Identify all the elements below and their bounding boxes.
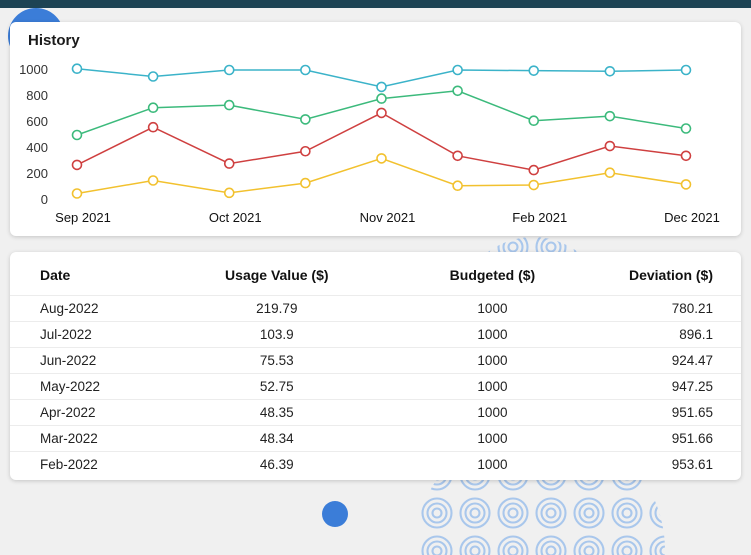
cell-date: Jul-2022: [40, 327, 92, 342]
cell-usage-value: 46.39: [259, 457, 294, 472]
series-yellow-point: [604, 167, 616, 178]
usage-table-card: Date Usage Value ($) Budgeted ($) Deviat…: [10, 252, 741, 480]
series-green-point: [71, 129, 83, 141]
cell-date: Jun-2022: [40, 353, 97, 368]
series-cyan-point: [376, 81, 387, 93]
series-red-point: [376, 107, 387, 119]
cell-date: Apr-2022: [40, 405, 96, 420]
cell-budgeted: 1000: [477, 379, 508, 394]
history-title: History: [28, 32, 80, 49]
cell-usage-value: 219.79: [256, 301, 298, 316]
table-row: Feb-2022 46.39 1000 953.61: [10, 452, 741, 478]
cell-usage-value: 48.34: [259, 431, 294, 446]
series-green-point: [147, 102, 159, 114]
cell-budgeted: 1000: [477, 327, 508, 342]
table-row: Jul-2022 103.9 1000 896.1: [10, 322, 741, 348]
x-axis-tick-label: Dec 2021: [664, 210, 720, 225]
cell-deviation: 951.65: [671, 405, 713, 420]
history-card: History 0 200 400 600 800 1000 Sep 2021 Oct 202…: [10, 22, 741, 236]
series-cyan-point: [680, 64, 692, 76]
series-green-point: [528, 115, 540, 126]
cell-deviation: 953.61: [671, 457, 713, 472]
table-row: May-2022 52.75 1000 947.25: [10, 374, 741, 400]
cell-usage-value: 48.35: [259, 405, 294, 420]
series-yellow-point: [376, 153, 387, 164]
column-header-deviation: Deviation ($): [628, 267, 713, 283]
series-yellow-point: [223, 187, 235, 199]
series-cyan-point: [528, 65, 540, 76]
y-axis-tick-label: 0: [41, 192, 48, 207]
cell-usage-value: 75.53: [259, 353, 294, 368]
cell-budgeted: 1000: [477, 301, 508, 316]
y-axis-tick-label: 400: [26, 140, 48, 155]
column-header-date: Date: [40, 267, 71, 283]
decorative-circle-bottom: [322, 501, 348, 527]
y-axis-tick-label: 800: [26, 88, 48, 103]
series-red-point: [680, 150, 692, 162]
series-green-point: [680, 123, 692, 134]
top-accent-bar: [0, 0, 751, 8]
series-yellow-point: [71, 188, 83, 199]
series-red-point: [452, 150, 463, 162]
column-header-usage-value: Usage Value ($): [225, 267, 329, 283]
cell-deviation: 947.25: [671, 379, 713, 394]
series-red-point: [71, 159, 83, 171]
series-red-point: [528, 164, 540, 176]
series-cyan-point: [604, 66, 616, 77]
table-row: Aug-2022 219.79 1000 780.21: [10, 296, 741, 322]
series-red-point: [300, 145, 311, 157]
series-green-point: [300, 114, 311, 125]
cell-usage-value: 103.9: [259, 327, 294, 342]
cell-deviation: 780.21: [671, 301, 713, 316]
cell-date: Aug-2022: [40, 301, 99, 316]
cell-budgeted: 1000: [477, 353, 508, 368]
series-yellow-point: [452, 180, 463, 191]
series-green-point: [604, 110, 616, 122]
series-green-point: [452, 85, 463, 97]
series-red-point: [604, 140, 616, 152]
usage-table-body: Aug-2022 219.79 1000 780.21 Jul-2022 103.9 100…: [10, 296, 741, 478]
x-axis-tick-label: Sep 2021: [55, 210, 111, 225]
series-yellow-point: [680, 179, 692, 190]
series-cyan-point: [452, 64, 463, 76]
table-row: Apr-2022 48.35 1000 951.65: [10, 400, 741, 426]
cell-deviation: 951.66: [671, 431, 713, 446]
y-axis-tick-label: 1000: [19, 62, 48, 77]
series-green-point: [223, 99, 235, 111]
column-header-budgeted: Budgeted ($): [449, 267, 536, 283]
cell-budgeted: 1000: [477, 431, 508, 446]
table-row: Jun-2022 75.53 1000 924.47: [10, 348, 741, 374]
y-axis-tick-label: 600: [26, 114, 48, 129]
cell-budgeted: 1000: [477, 457, 508, 472]
table-header-row: Date Usage Value ($) Budgeted ($) Deviat…: [10, 252, 741, 296]
y-axis-tick-label: 200: [26, 166, 48, 181]
series-red-point: [147, 121, 159, 133]
series-yellow-point: [528, 179, 540, 191]
series-yellow: [71, 153, 692, 199]
cell-deviation: 924.47: [671, 353, 713, 368]
series-red-point: [223, 158, 235, 169]
x-axis-tick-label: Oct 2021: [209, 210, 262, 225]
usage-table: Date Usage Value ($) Budgeted ($) Deviat…: [10, 252, 741, 477]
series-yellow-point: [300, 177, 311, 189]
series-red: [71, 107, 692, 176]
table-row: Mar-2022 48.34 1000 951.66: [10, 426, 741, 452]
history-chart: 0 200 400 600 800 1000 Sep 2021 Oct 2021 Nov 202…: [19, 62, 720, 225]
cell-date: May-2022: [40, 379, 101, 394]
series-cyan-point: [223, 64, 235, 76]
series-green-point: [376, 93, 387, 104]
x-axis-tick-label: Feb 2021: [512, 210, 567, 225]
series-green: [71, 85, 692, 141]
cell-budgeted: 1000: [477, 405, 508, 420]
cell-date: Mar-2022: [40, 431, 98, 446]
cell-usage-value: 52.75: [259, 379, 294, 394]
x-axis-tick-label: Nov 2021: [360, 210, 416, 225]
series-cyan-point: [147, 71, 159, 82]
series-cyan-point: [300, 64, 311, 76]
series-cyan-point: [71, 63, 83, 74]
series-cyan: [71, 63, 692, 93]
cell-date: Feb-2022: [40, 457, 98, 472]
cell-deviation: 896.1: [679, 327, 713, 342]
series-yellow-point: [147, 175, 159, 186]
